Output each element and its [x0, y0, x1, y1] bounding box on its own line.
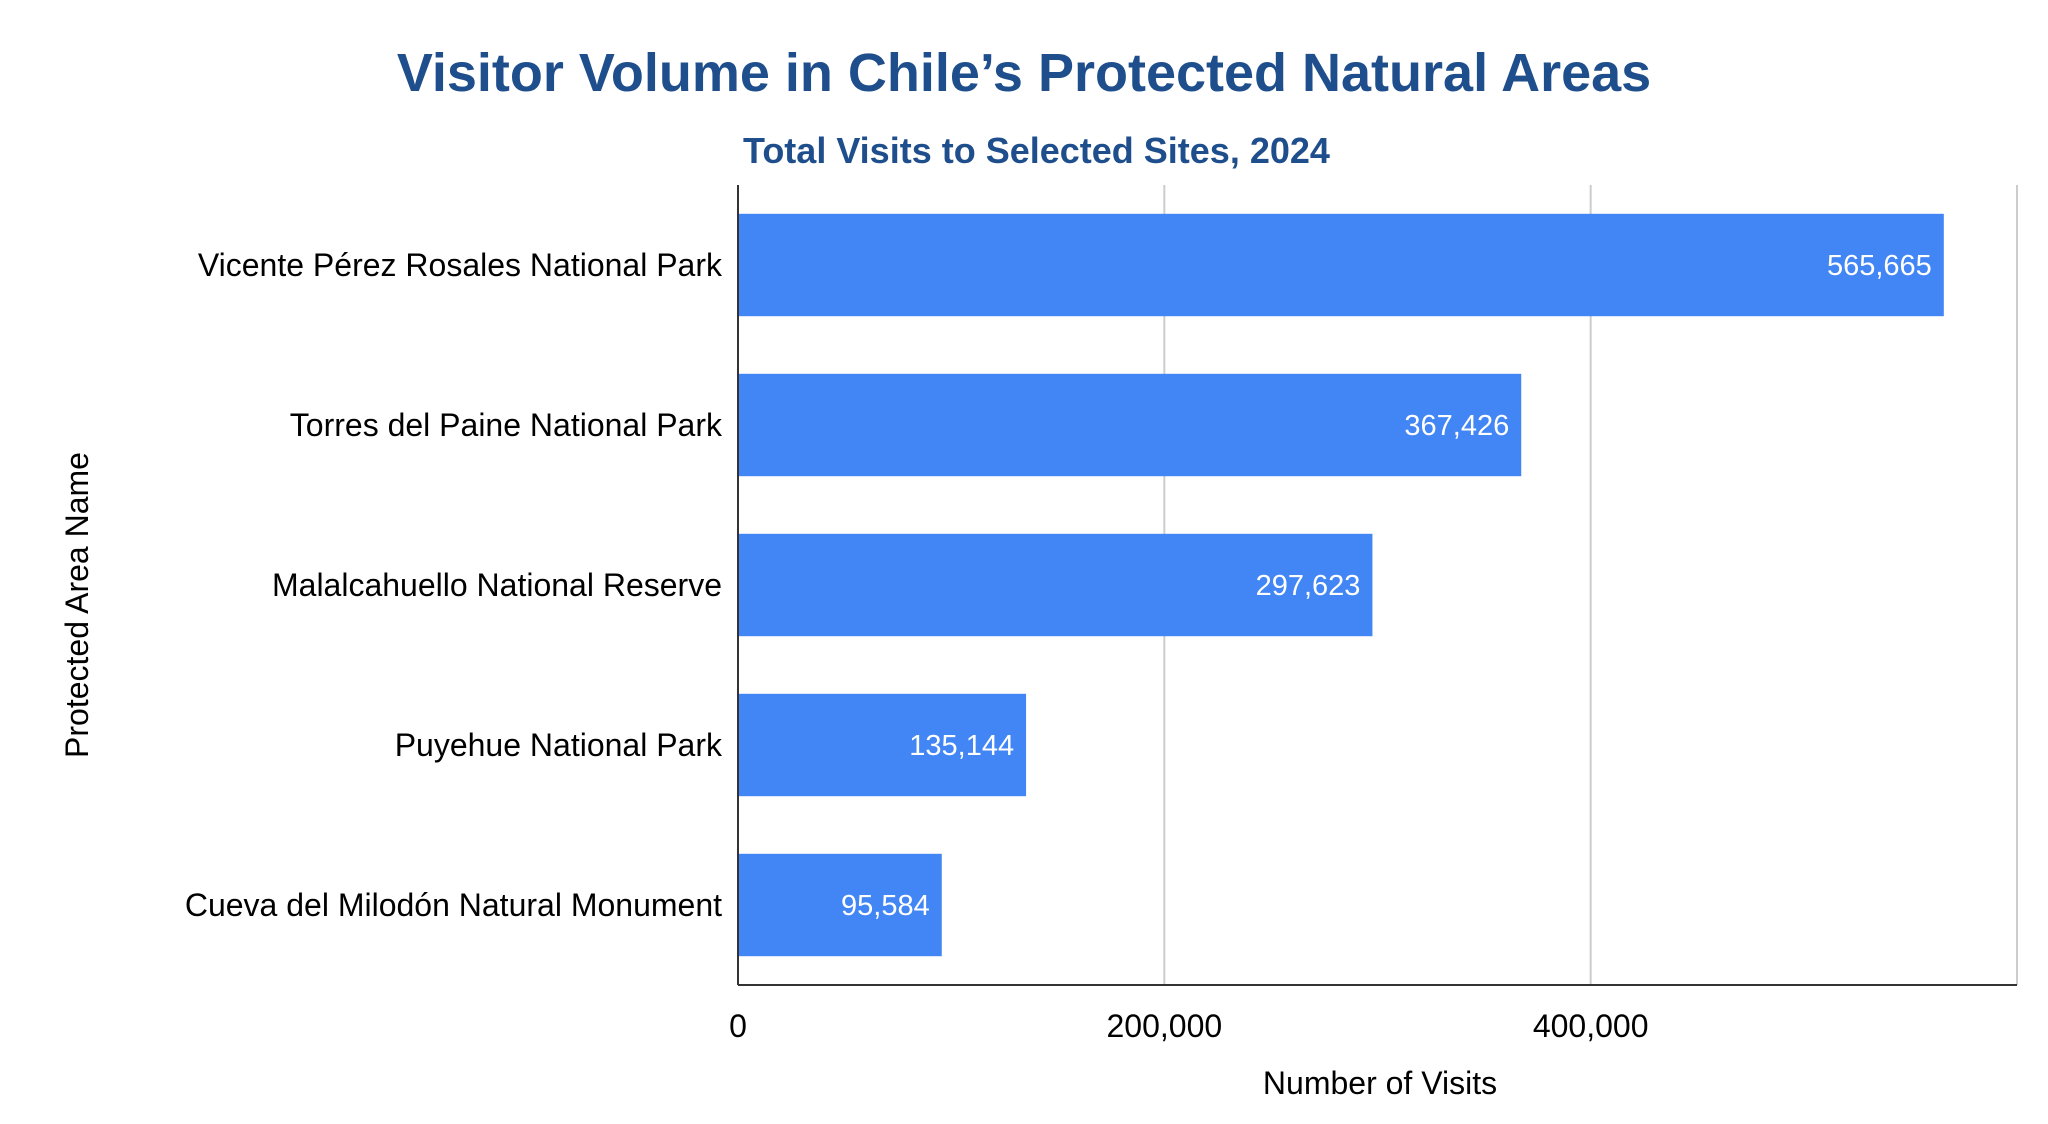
x-tick-label: 200,000 [1106, 1008, 1222, 1044]
category-label: Vicente Pérez Rosales National Park [198, 247, 723, 283]
data-label: 367,426 [1404, 410, 1509, 442]
data-label: 565,665 [1827, 250, 1932, 282]
category-label: Malalcahuello National Reserve [272, 567, 722, 603]
chart-title: Visitor Volume in Chile’s Protected Natu… [396, 43, 1652, 103]
axes [737, 185, 2017, 986]
data-label: 135,144 [909, 730, 1014, 762]
bars [738, 213, 1944, 957]
y-axis-title: Protected Area Name [59, 452, 95, 758]
bar [738, 373, 1522, 477]
chart-subtitle: Total Visits to Selected Sites, 2024 [743, 130, 1330, 171]
x-tick-label: 0 [729, 1008, 747, 1044]
data-label: 297,623 [1256, 570, 1361, 602]
x-axis-title: Number of Visits [1263, 1065, 1497, 1101]
bar [738, 533, 1373, 637]
data-label: 95,584 [841, 890, 930, 922]
category-label: Cueva del Milodón Natural Monument [185, 887, 722, 923]
bar [738, 213, 1944, 317]
x-tick-label: 400,000 [1533, 1008, 1649, 1044]
category-label: Puyehue National Park [395, 727, 723, 763]
bar [738, 693, 1027, 797]
labels: Vicente Pérez Rosales National Park 565,6… [185, 247, 1932, 1044]
bar [738, 853, 942, 957]
category-label: Torres del Paine National Park [290, 407, 723, 443]
